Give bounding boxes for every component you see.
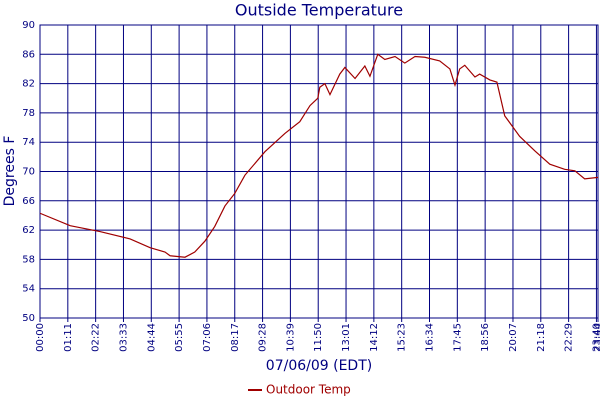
x-tick-label: 05:55 [174, 323, 185, 352]
x-tick-label: 13:01 [341, 323, 352, 352]
y-tick-label: 66 [22, 196, 35, 207]
x-tick-label: 00:00 [35, 323, 46, 352]
data-line [39, 53, 599, 258]
chart-title: Outside Temperature [235, 1, 403, 20]
y-tick-label: 78 [22, 108, 35, 119]
y-tick-label: 86 [22, 49, 35, 60]
x-tick-label: 10:39 [285, 323, 296, 352]
x-tick-label: 20:07 [508, 323, 519, 352]
x-tick-label: 01:11 [63, 323, 74, 352]
x-tick-label: 21:18 [536, 323, 547, 352]
x-tick-label: 03:33 [118, 323, 129, 352]
y-tick-label: 50 [22, 313, 35, 324]
x-tick-label: 15:23 [397, 323, 408, 352]
y-tick-label: 62 [22, 225, 35, 236]
x-tick-label: 09:28 [258, 323, 269, 352]
y-tick-label: 70 [22, 167, 35, 178]
x-tick-label: 07:06 [202, 323, 213, 352]
x-tick-label: 18:56 [480, 323, 491, 352]
x-tick-label: 23:40 [591, 323, 600, 352]
y-tick-label: 90 [22, 20, 35, 31]
x-tick-label: 08:17 [230, 323, 241, 352]
x-tick-label: 02:22 [91, 323, 102, 352]
x-tick-label: 22:29 [564, 323, 575, 352]
y-tick-label: 58 [22, 254, 35, 265]
x-tick-label: 04:44 [146, 323, 157, 352]
y-axis-label: Degrees F [2, 136, 18, 207]
x-tick-label: 14:12 [369, 323, 380, 352]
legend-label: Outdoor Temp [266, 383, 351, 397]
x-tick-label: 16:34 [425, 323, 436, 352]
y-tick-label: 74 [22, 137, 35, 148]
y-tick-label: 54 [22, 284, 35, 295]
x-tick-label: 23:44 [593, 323, 600, 352]
x-tick-label: 11:50 [313, 323, 324, 352]
y-tick-label: 82 [22, 79, 35, 90]
x-axis-label: 07/06/09 (EDT) [266, 358, 372, 374]
x-tick-label: 17:45 [452, 323, 463, 352]
